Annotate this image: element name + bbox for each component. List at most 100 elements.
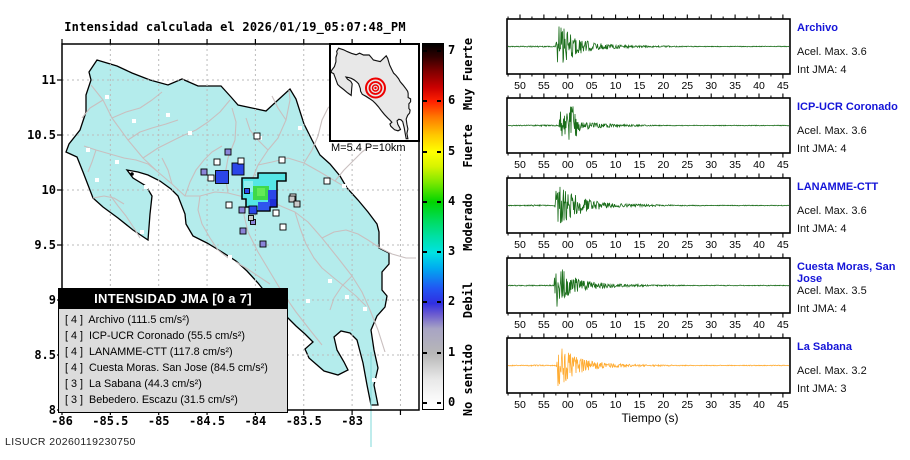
station-name: Cuesta Moras, San Jose — [797, 261, 896, 285]
wave-x-tick-label: 35 — [729, 80, 741, 92]
wave-x-tick-label: 40 — [753, 159, 765, 171]
colorbar-tick — [437, 351, 441, 354]
station-name: LANAMME-CTT — [797, 181, 879, 193]
wave-x-tick-label: 05 — [585, 239, 598, 251]
wave-x-tick-label: 00 — [561, 399, 574, 411]
wave-x-tick-label: 15 — [633, 239, 646, 251]
colorbar-tick — [423, 402, 427, 404]
station-acel-max: Acel. Max. 3.2 — [797, 365, 867, 377]
waveform-trace — [508, 186, 789, 224]
wave-x-tick-label: 10 — [609, 399, 622, 411]
y-tick-label: 10 — [41, 183, 56, 197]
seismogram-panel — [506, 14, 791, 79]
legend-entry: [ 4 ] Archivo (111.5 cm/s²) — [65, 314, 190, 326]
colorbar-tick — [437, 49, 441, 52]
wave-x-tick-label: 35 — [729, 159, 741, 171]
station-name: La Sabana — [797, 341, 853, 353]
colorbar-tick — [437, 200, 441, 203]
y-tick-label: 9 — [48, 293, 56, 307]
magnitude-depth-label: M=5.4 P=10km — [331, 142, 406, 154]
seismogram-panel — [506, 173, 791, 238]
waveform-trace — [508, 348, 789, 387]
wave-x-tick-label: 45 — [777, 80, 789, 92]
intensity-colorbar — [422, 43, 444, 410]
wave-x-tick-label: 00 — [561, 239, 574, 251]
wave-x-tick-label: 05 — [585, 399, 598, 411]
epicenter-icon — [365, 77, 386, 99]
wave-x-tick-label: 10 — [609, 239, 622, 251]
wave-x-tick-label: 35 — [729, 319, 741, 331]
colorbar-tick — [437, 100, 441, 103]
seismogram-panel — [506, 333, 791, 398]
intensity-cluster — [200, 132, 331, 248]
wave-x-tick-label: 10 — [609, 159, 622, 171]
wave-x-tick-label: 00 — [561, 319, 574, 331]
y-tick-label: 11 — [41, 73, 56, 87]
legend-rows: [ 4 ] Archivo (111.5 cm/s²) [ 4 ] ICP-UCR… — [59, 309, 287, 412]
wave-x-tick-label: 25 — [681, 399, 694, 411]
wave-x-tick-label: 50 — [514, 399, 526, 411]
wave-x-tick-label: 45 — [777, 319, 789, 331]
station-int-jma: Int JMA: 3 — [797, 383, 847, 395]
wave-x-tick-label: 55 — [538, 319, 550, 331]
waveform-trace — [508, 106, 789, 140]
y-tick-label: 10.5 — [27, 128, 56, 142]
station-name: ICP-UCR Coronado — [797, 101, 898, 113]
island-dot — [130, 172, 134, 176]
wave-x-tick-label: 30 — [705, 80, 718, 92]
intensity-legend: INTENSIDAD JMA [0 a 7] [ 4 ] Archivo (11… — [58, 288, 288, 413]
x-tick-label: -83.5 — [285, 414, 322, 428]
wave-x-tick-label: 40 — [753, 399, 765, 411]
x-tick-label: -85.5 — [92, 414, 129, 428]
wave-x-tick-label: 35 — [729, 399, 741, 411]
wave-x-tick-label: 25 — [681, 319, 694, 331]
wave-x-tick-label: 15 — [633, 399, 646, 411]
y-tick-label: 8.5 — [34, 348, 56, 362]
wave-x-tick-label: 00 — [561, 80, 574, 92]
wave-x-tick-label: 45 — [777, 159, 789, 171]
wave-x-tick-label: 25 — [681, 80, 694, 92]
footer-stamp: LISUCR 20260119230750 — [5, 436, 136, 448]
wave-x-tick-label: 25 — [681, 159, 694, 171]
colorbar-tick — [437, 301, 441, 304]
wave-x-tick-label: 15 — [633, 159, 646, 171]
inset-map — [329, 43, 420, 142]
colorbar-tick — [423, 150, 427, 153]
wave-x-tick-label: 55 — [538, 159, 550, 171]
wave-x-tick-label: 20 — [657, 80, 670, 92]
wave-x-tick-label: 55 — [538, 80, 550, 92]
colorbar-tick — [423, 100, 427, 103]
colorbar-tick — [423, 251, 427, 254]
colorbar-tick-label: 3 — [448, 244, 456, 259]
wave-x-tick-label: 30 — [705, 239, 718, 251]
town-markers — [86, 95, 376, 382]
y-tick-label: 9.5 — [34, 238, 56, 252]
time-axis-label: Tiempo (s) — [621, 411, 679, 425]
legend-header: INTENSIDAD JMA [0 a 7] — [59, 289, 287, 309]
page-title: Intensidad calculada el 2026/01/19_05:07… — [64, 20, 406, 34]
x-tick-label: -86 — [51, 414, 73, 428]
station-acel-max: Acel. Max. 3.6 — [797, 125, 867, 137]
colorbar-tick — [423, 49, 427, 52]
colorbar-tick — [423, 351, 427, 354]
seismogram-panel — [506, 253, 791, 318]
wave-x-tick-label: 10 — [609, 319, 622, 331]
colorbar-tick-label: 4 — [448, 193, 456, 208]
station-int-jma: Int JMA: 4 — [797, 223, 847, 235]
colorbar-tick — [423, 301, 427, 304]
wave-x-tick-label: 20 — [657, 239, 670, 251]
wave-x-tick-label: 40 — [753, 80, 765, 92]
wave-x-tick-label: 45 — [777, 399, 789, 411]
wave-x-tick-label: 55 — [538, 399, 550, 411]
colorbar-tick — [437, 251, 441, 254]
colorbar-tick — [423, 200, 427, 203]
wave-x-tick-label: 55 — [538, 239, 550, 251]
colorbar-tick — [437, 150, 441, 153]
wave-x-tick-label: 45 — [777, 239, 789, 251]
wave-x-tick-label: 30 — [705, 159, 718, 171]
wave-x-tick-label: 50 — [514, 239, 526, 251]
wave-x-tick-label: 50 — [514, 80, 526, 92]
colorbar-tick — [437, 402, 441, 404]
station-name: Archivo — [797, 22, 838, 34]
legend-entry: [ 4 ] ICP-UCR Coronado (55.5 cm/s²) — [65, 330, 245, 342]
